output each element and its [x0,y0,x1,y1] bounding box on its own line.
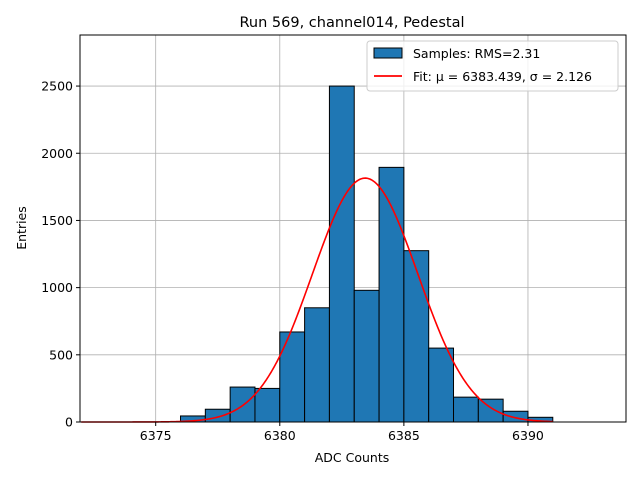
y-tick-label: 500 [49,347,73,362]
y-tick-label: 1500 [41,213,73,228]
y-tick-label: 2000 [41,146,73,161]
ticks: 6375 6380 6385 6390 0 500 1000 1500 2000 2500 [41,79,544,443]
x-tick-label: 6375 [140,428,172,443]
histogram-bar [229,386,256,423]
histogram-bars [180,85,554,423]
legend-fit-label: Fit: μ = 6383.439, σ = 2.126 [413,69,592,84]
legend: Samples: RMS=2.31 Fit: μ = 6383.439, σ =… [366,40,619,92]
plot-frame [79,34,627,423]
legend-samples-swatch [373,47,403,59]
histogram-bar [453,396,479,423]
histogram-bar [279,331,306,423]
x-tick-label: 6380 [264,428,296,443]
legend-samples-label: Samples: RMS=2.31 [413,46,540,61]
histogram-bar [353,289,380,423]
histogram-bar [204,408,231,423]
x-axis-label: ADC Counts [315,450,390,465]
x-tick-label: 6385 [388,428,420,443]
y-axis-label: Entries [14,206,29,250]
histogram-bar [428,347,455,423]
histogram-bar [403,250,430,423]
y-tick-label: 2500 [41,79,73,94]
legend-box [366,40,619,92]
chart-title: Run 569, channel014, Pedestal [239,15,464,31]
histogram-bar [502,410,529,423]
y-tick-label: 1000 [41,280,73,295]
histogram-bar [254,387,281,423]
axes [79,34,627,423]
histogram-bar [378,166,405,423]
x-tick-label: 6390 [512,428,544,443]
histogram-bar [328,85,355,423]
histogram-bar [304,307,330,423]
histogram-bar [477,398,504,423]
y-tick-label: 0 [65,415,73,430]
